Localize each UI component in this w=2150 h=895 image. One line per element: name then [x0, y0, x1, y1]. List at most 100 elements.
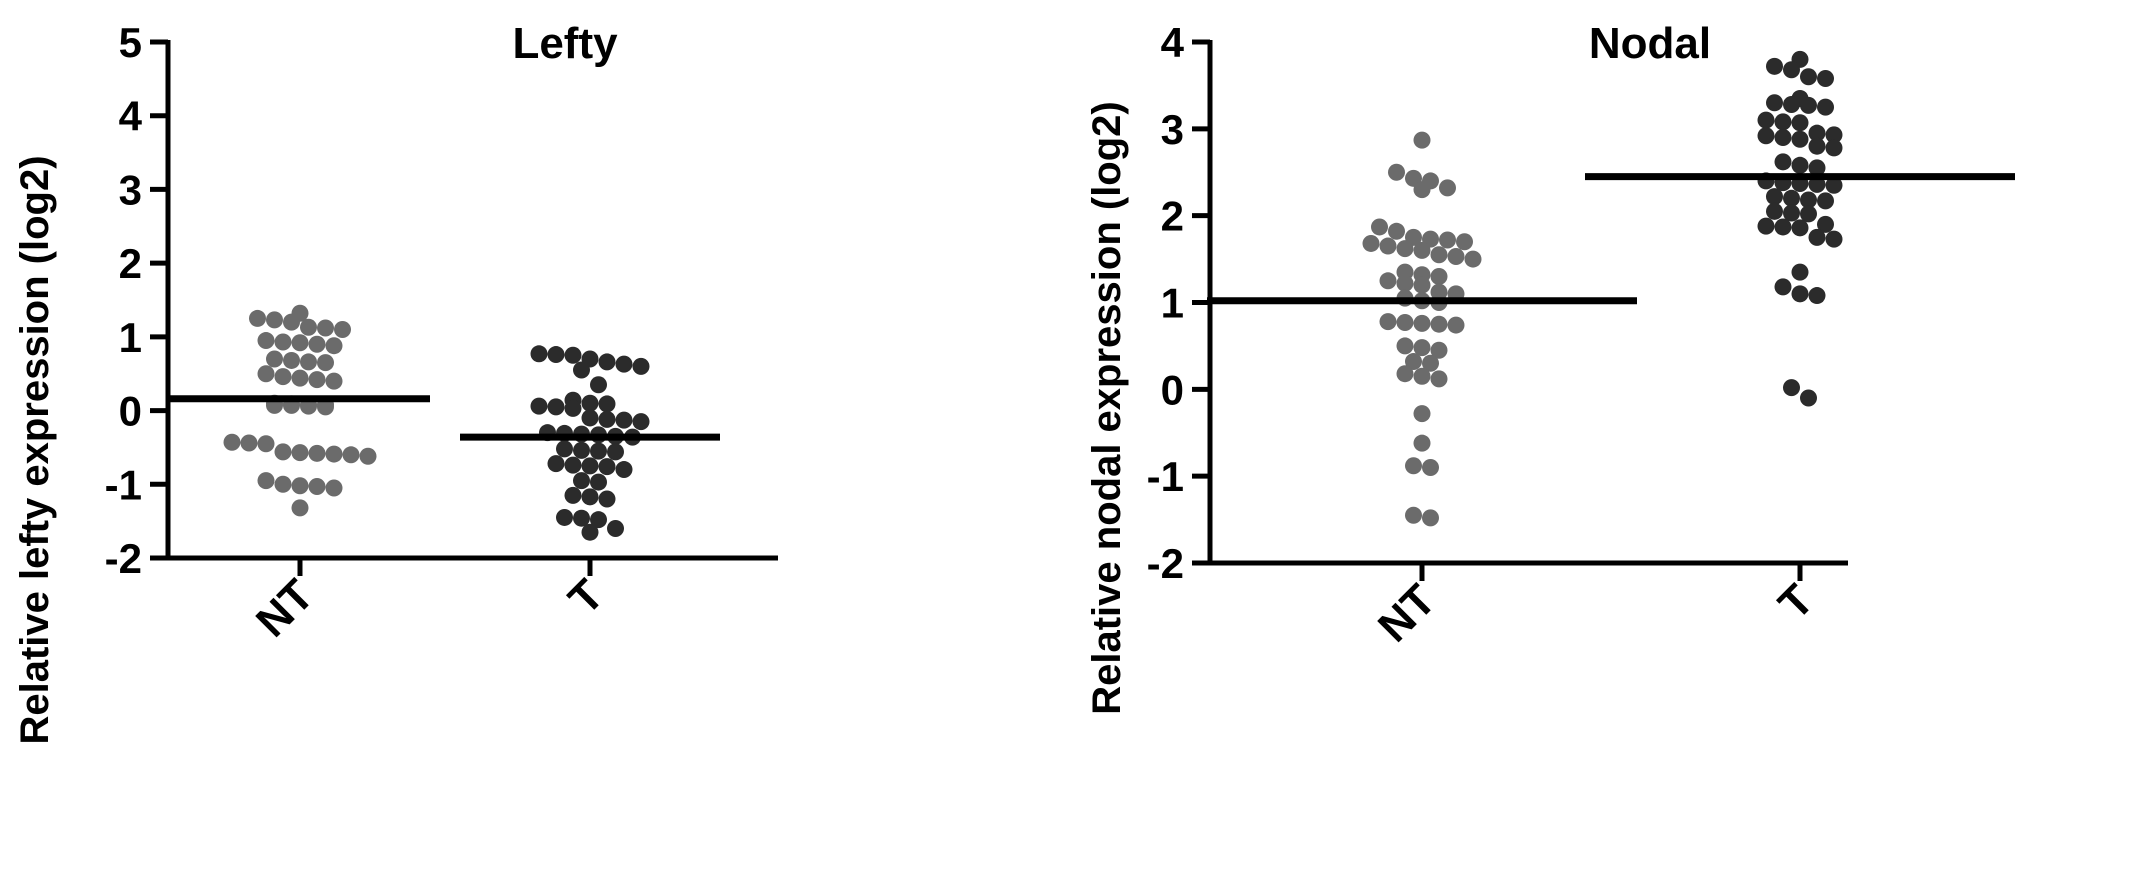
x-tick-label: T: [559, 570, 613, 624]
x-tick-label: NT: [1369, 575, 1445, 651]
data-point: [1405, 457, 1422, 475]
data-point: [308, 371, 326, 389]
data-point: [257, 365, 275, 383]
data-point: [564, 346, 582, 364]
data-point: [1757, 127, 1775, 145]
data-point: [1825, 230, 1843, 248]
data-point: [590, 511, 607, 529]
data-point: [1774, 129, 1792, 147]
data-point: [291, 499, 309, 517]
y-tick-label: 1: [1161, 280, 1184, 327]
data-point: [581, 409, 599, 427]
y-tick-label: 3: [119, 166, 142, 213]
data-point: [1413, 181, 1431, 199]
data-point: [598, 395, 616, 413]
data-point: [1800, 96, 1817, 114]
y-tick-label: 2: [119, 240, 142, 287]
axes: -2 -1 0 1 2 3 4 5 NT T: [105, 19, 778, 647]
data-point: [1766, 94, 1783, 112]
data-point: [291, 334, 309, 352]
chart-title: Lefty: [512, 19, 618, 68]
data-point: [547, 455, 565, 473]
data-point: [590, 442, 607, 460]
data-point: [1430, 267, 1448, 285]
data-point: [1379, 237, 1397, 255]
data-point: [1413, 241, 1431, 259]
y-tick-label: 4: [1161, 19, 1185, 66]
data-point: [308, 335, 326, 353]
chart-title: Nodal: [1589, 19, 1711, 68]
data-point: [1825, 176, 1843, 194]
data-point: [1405, 353, 1422, 371]
data-point: [334, 320, 351, 338]
data-point: [1808, 287, 1826, 305]
data-point: [249, 309, 266, 327]
data-point: [1422, 458, 1439, 476]
data-point: [1388, 163, 1405, 181]
data-point: [308, 444, 326, 462]
y-axis-label: Relative lefty expression (log2): [13, 155, 57, 744]
data-point: [1783, 96, 1800, 114]
data-point: [1413, 276, 1431, 294]
data-point: [274, 333, 292, 351]
data-point: [1808, 228, 1826, 246]
data-point: [1396, 240, 1414, 258]
data-point: [1413, 314, 1431, 332]
data-point: [1413, 131, 1431, 149]
data-point: [581, 394, 599, 412]
data-point: [573, 509, 590, 527]
data-point: [1396, 365, 1414, 383]
data-point: [291, 369, 309, 387]
data-point: [300, 318, 317, 336]
data-point: [1413, 434, 1431, 452]
data-point: [1800, 68, 1817, 86]
data-point: [1825, 126, 1843, 144]
data-point: [1422, 509, 1439, 527]
data-point: [573, 361, 590, 379]
data-point: [257, 332, 275, 350]
data-point: [547, 346, 565, 364]
data-point: [598, 490, 616, 508]
y-tick-label: 2: [1161, 193, 1184, 240]
data-point: [530, 397, 548, 415]
y-tick-label: 0: [119, 388, 142, 435]
data-points: [1362, 50, 1843, 527]
data-point: [1422, 354, 1439, 372]
y-tick-label: -2: [1147, 540, 1184, 587]
data-point: [325, 337, 343, 355]
data-point: [325, 372, 343, 390]
data-point: [240, 434, 258, 452]
data-point: [1783, 204, 1800, 222]
data-point: [1464, 250, 1482, 268]
data-point: [1447, 247, 1465, 265]
data-point: [325, 479, 343, 497]
nodal-chart: Nodal Relative nodal expression (log2) -…: [1085, 19, 2015, 715]
mean-lines: [170, 395, 720, 441]
data-point: [266, 311, 283, 329]
y-tick-label: 4: [119, 93, 143, 140]
y-tick-label: 0: [1161, 366, 1184, 413]
data-point: [1371, 218, 1388, 236]
data-point: [598, 410, 616, 428]
data-point: [1800, 205, 1817, 223]
data-point: [317, 354, 334, 372]
data-point: [308, 477, 326, 495]
data-point: [291, 477, 309, 495]
data-point: [632, 413, 650, 431]
data-point: [1430, 370, 1448, 388]
data-point: [1791, 285, 1809, 303]
data-point: [1808, 124, 1826, 142]
data-point: [342, 446, 360, 464]
data-point: [556, 440, 573, 458]
data-point: [615, 355, 633, 373]
data-point: [1791, 219, 1809, 237]
data-point: [607, 520, 624, 538]
data-point: [598, 353, 616, 371]
data-point: [1808, 137, 1826, 155]
data-point: [1766, 202, 1783, 220]
data-point: [1766, 57, 1783, 75]
data-point: [581, 523, 599, 541]
data-point: [1379, 313, 1397, 331]
data-point: [257, 435, 275, 453]
data-point: [573, 472, 590, 490]
